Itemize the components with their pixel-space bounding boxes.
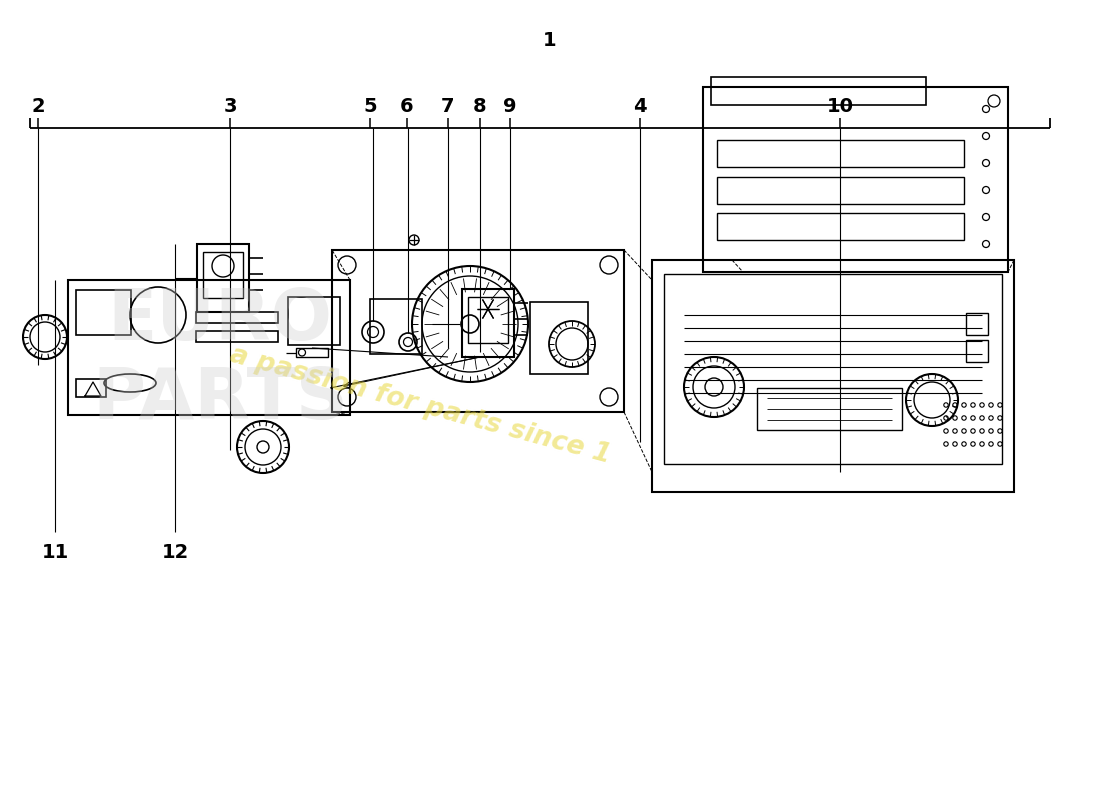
Bar — [757, 388, 902, 430]
Bar — [332, 250, 624, 412]
Bar — [468, 297, 508, 343]
Text: 12: 12 — [162, 542, 188, 562]
Bar — [462, 289, 514, 357]
Bar — [966, 340, 988, 362]
Bar — [196, 331, 278, 342]
Bar — [197, 244, 249, 312]
Text: 8: 8 — [473, 98, 487, 117]
Bar — [664, 274, 1002, 464]
Bar — [196, 312, 278, 323]
Bar — [76, 379, 106, 397]
Text: 4: 4 — [634, 98, 647, 117]
Text: 6: 6 — [400, 98, 414, 117]
Bar — [966, 313, 988, 335]
Text: 2: 2 — [31, 98, 45, 117]
Bar — [717, 177, 964, 204]
Bar — [204, 252, 243, 298]
Text: a passion for parts since 1: a passion for parts since 1 — [227, 342, 614, 469]
Text: 7: 7 — [441, 98, 454, 117]
Bar — [296, 348, 328, 357]
Text: 5: 5 — [363, 98, 377, 117]
Text: 11: 11 — [42, 542, 68, 562]
Text: 9: 9 — [504, 98, 517, 117]
Bar — [711, 77, 926, 105]
Bar — [717, 213, 964, 240]
Bar — [717, 140, 964, 167]
Text: 10: 10 — [826, 98, 854, 117]
Bar — [370, 299, 422, 354]
Text: EURO
PARTS: EURO PARTS — [92, 286, 348, 434]
Text: 1: 1 — [543, 30, 557, 50]
Bar — [68, 280, 350, 415]
Bar — [530, 302, 588, 374]
Bar — [76, 290, 131, 335]
Bar — [288, 297, 340, 345]
Bar — [703, 87, 1008, 272]
Bar — [652, 260, 1014, 492]
Text: 3: 3 — [223, 98, 236, 117]
